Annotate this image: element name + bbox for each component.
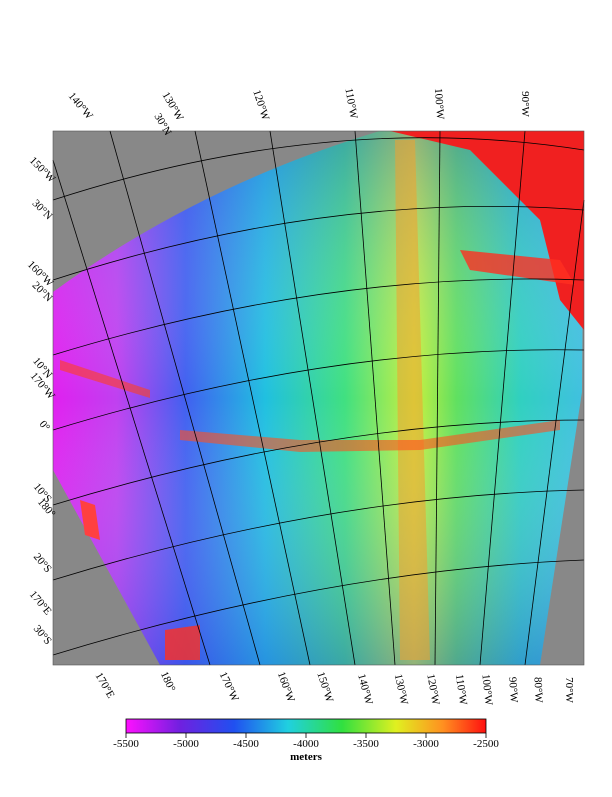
- colorbar-tick-label: -5000: [173, 738, 199, 750]
- meridian: [109, 130, 261, 666]
- parallel: [52, 349, 585, 431]
- parallel: [52, 419, 585, 506]
- meridian: [524, 199, 585, 666]
- colorbar: [125, 718, 487, 734]
- graticule-label: 120°W: [250, 88, 271, 122]
- island: [80, 500, 100, 540]
- graticule-label: 110°W: [342, 87, 359, 120]
- colorbar-tick-label: -3000: [413, 738, 439, 750]
- graticule-label: 70°W: [563, 677, 575, 703]
- graticule-label: 140°W: [66, 90, 96, 122]
- graticule-label: 80°W: [532, 677, 545, 704]
- graticule-label: 20°S: [31, 551, 54, 575]
- colorbar-tick-label: -2500: [473, 738, 499, 750]
- meridian: [479, 130, 526, 666]
- graticule-label: 170°E: [92, 671, 116, 701]
- graticule-label: 90°W: [519, 91, 531, 117]
- parallel: [52, 559, 585, 656]
- colorbar-tick-label: -5500: [113, 738, 139, 750]
- graticule-label: 120°W: [424, 673, 441, 706]
- parallel: [52, 137, 585, 201]
- land: [390, 131, 584, 330]
- map-frame: [52, 130, 585, 666]
- meridian: [434, 130, 441, 666]
- graticule-label: 100°W: [479, 674, 494, 707]
- colorbar-label: meters: [290, 751, 322, 763]
- parallel: [52, 489, 585, 581]
- graticule-label: 0°: [37, 418, 53, 433]
- bathymetry-shade: [53, 131, 584, 665]
- seamount: [165, 625, 200, 660]
- graticule-label: 30°N: [30, 197, 55, 222]
- graticule-label: 140°W: [355, 673, 375, 707]
- east-pacific-rise: [395, 140, 430, 660]
- graticule: [52, 130, 585, 666]
- parallel: [52, 205, 585, 281]
- graticule-label: 130°W: [392, 673, 410, 707]
- fracture-zone: [180, 420, 560, 452]
- meridian: [52, 159, 211, 666]
- colorbar-tick-label: -4500: [233, 738, 259, 750]
- meridian: [194, 130, 311, 666]
- graticule-label: 160°W: [275, 670, 297, 704]
- graticule-label: 110°W: [453, 673, 469, 706]
- colorbar-tick-label: -4000: [293, 738, 319, 750]
- meridian: [354, 130, 396, 666]
- fracture-zone: [60, 360, 150, 398]
- graticule-label: 30°S: [31, 623, 54, 647]
- parallel: [52, 278, 585, 356]
- graticule-label: 100°W: [432, 88, 446, 121]
- meridian: [269, 130, 356, 666]
- graticule-label: 90°W: [506, 677, 520, 704]
- graticule-label: 150°W: [314, 670, 335, 704]
- colorbar-tick-label: -3500: [353, 738, 379, 750]
- ridge: [460, 250, 575, 285]
- graticule-label: 170°E: [27, 589, 54, 618]
- graticule-label: 170°W: [217, 670, 241, 704]
- graticule-label: 180°: [158, 670, 178, 694]
